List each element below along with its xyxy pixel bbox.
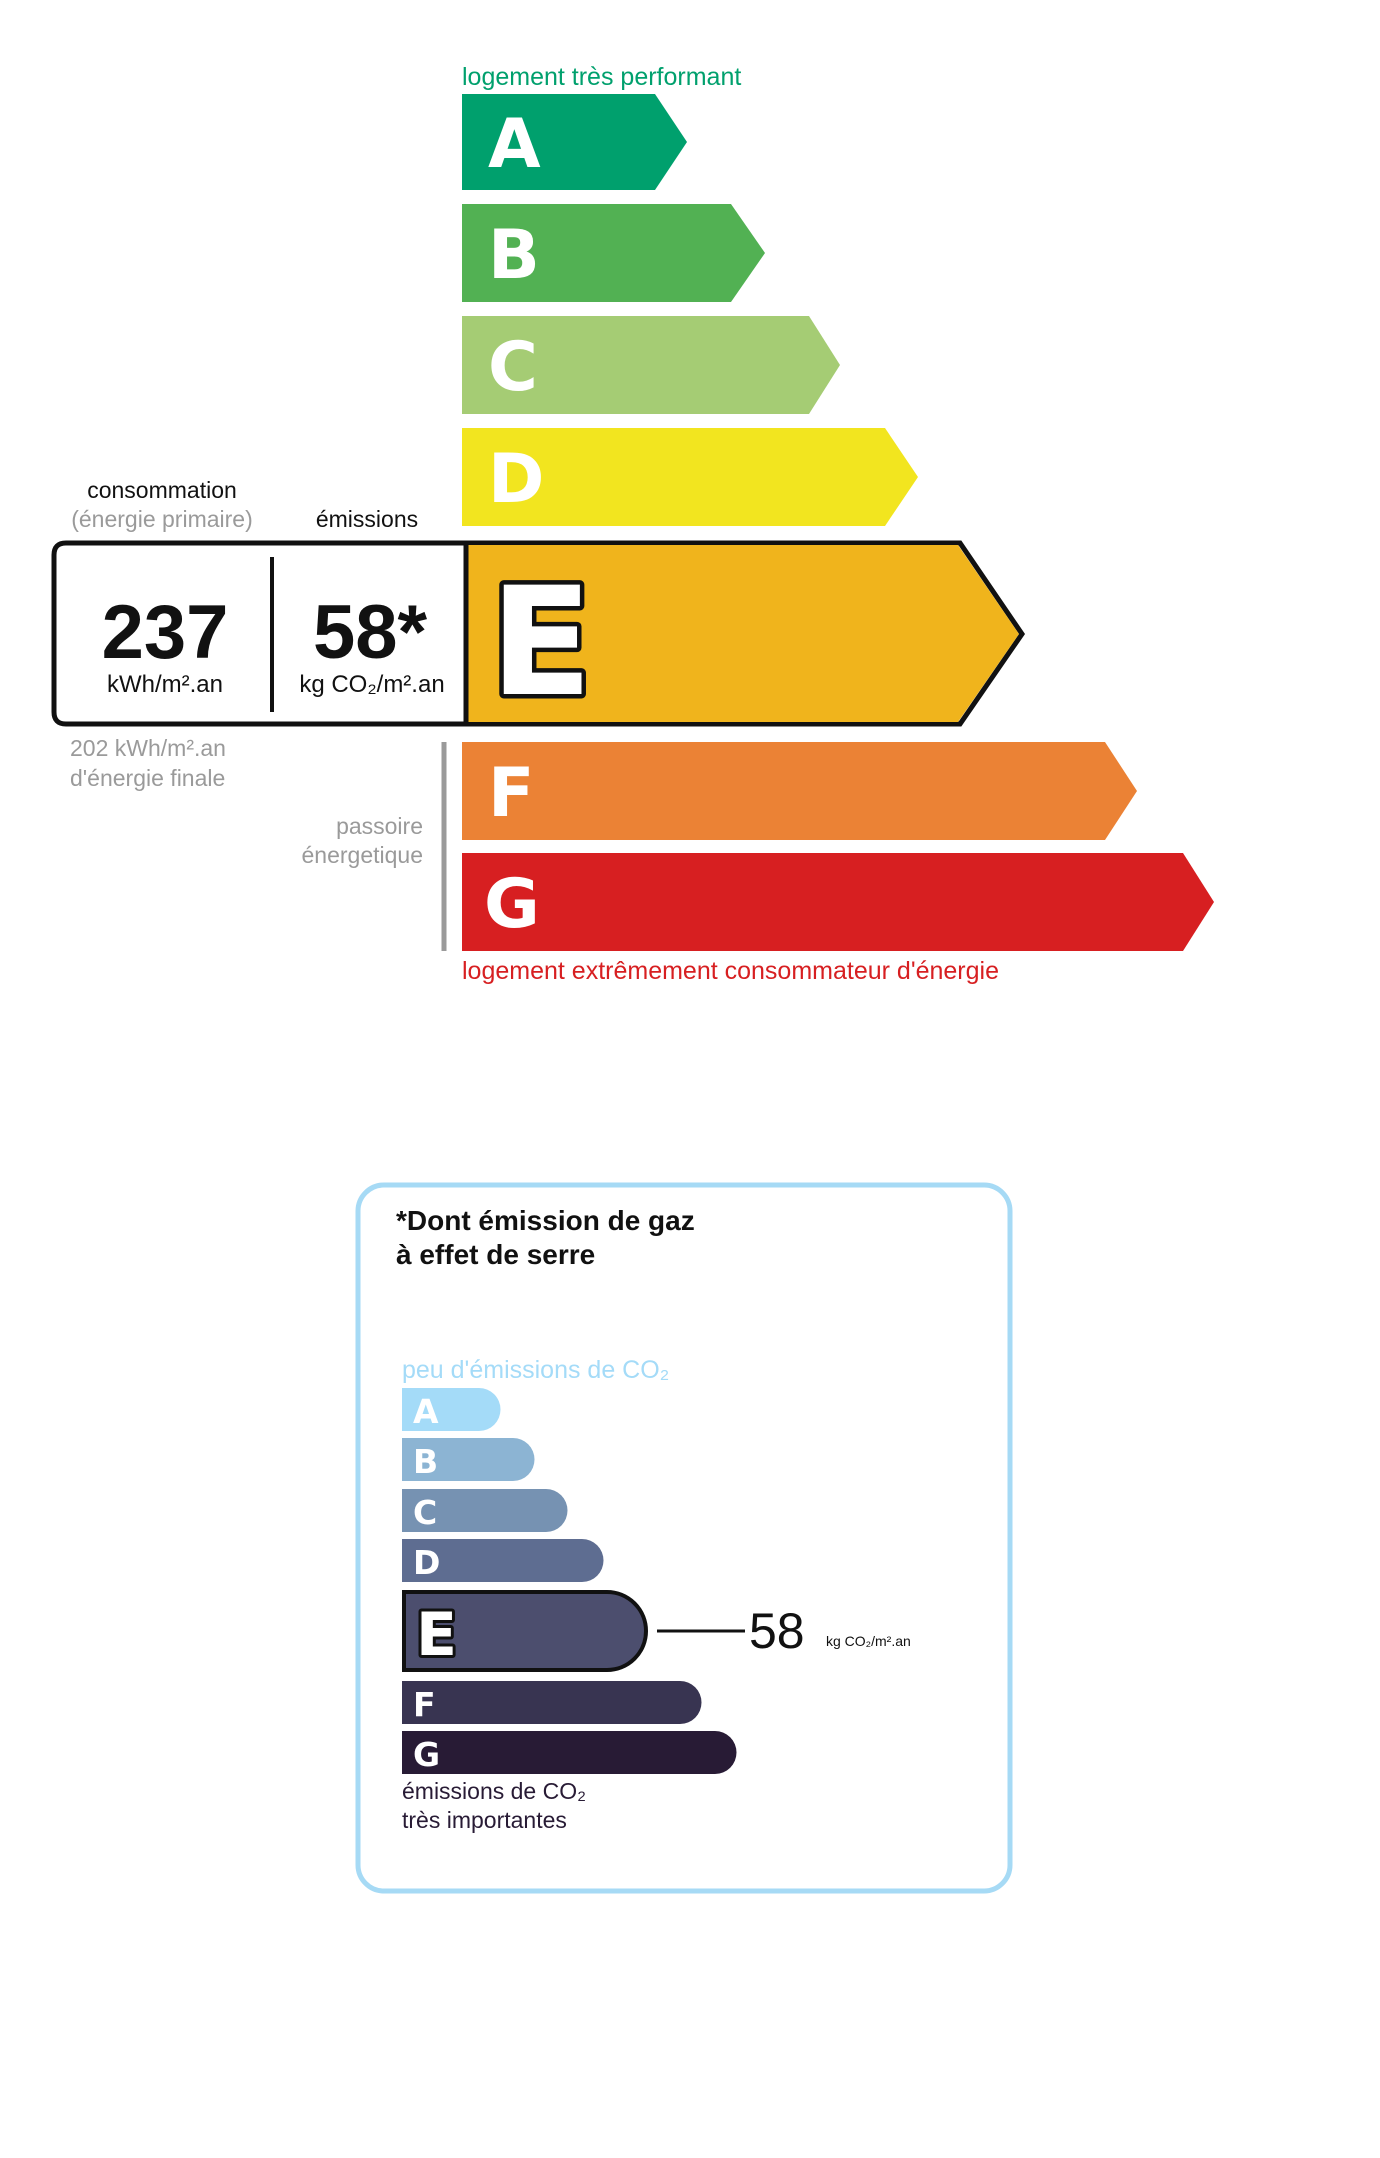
consumption-unit: kWh/m².an: [107, 671, 223, 698]
ghg-letter-c: C: [413, 1493, 437, 1532]
ghg-bar-e: [402, 1590, 648, 1672]
ghg-class-g: G: [402, 1731, 737, 1774]
energy-bar-e: [467, 545, 1019, 722]
energy-letter-f: F: [488, 754, 534, 833]
ghg-class-e-current: E 58 kg CO₂/m².an: [402, 1590, 911, 1673]
ghg-letter-g: G: [413, 1735, 440, 1774]
ghg-bar-a: [402, 1387, 501, 1431]
energy-class-d: D: [462, 428, 918, 526]
energy-class-a: A: [462, 94, 687, 190]
emissions-value: 58*: [313, 590, 428, 675]
energy-class-b: B: [462, 204, 765, 302]
energy-class-g: G: [462, 853, 1214, 951]
energy-letter-e: E: [490, 556, 592, 730]
passoire-line1: passoire: [336, 813, 423, 839]
consumption-subtitle: (énergie primaire): [71, 506, 253, 532]
energy-bar-c: [462, 316, 840, 414]
energy-class-e-current: E 237 kWh/m².an 58* kg CO₂/m².an: [51, 540, 1026, 735]
energy-letter-d: D: [488, 440, 544, 519]
consumption-title: consommation: [87, 477, 237, 503]
final-energy-label: d'énergie finale: [70, 765, 225, 791]
top-caption: logement très performant: [462, 63, 741, 91]
emissions-unit: kg CO₂/m².an: [299, 671, 444, 698]
ghg-bar-f: [402, 1681, 702, 1724]
passoire-line2: énergetique: [302, 842, 424, 868]
emissions-title: émissions: [316, 506, 418, 532]
ghg-class-b: B: [402, 1438, 535, 1481]
ghg-class-f: F: [402, 1681, 702, 1724]
ghg-letter-e: E: [416, 1600, 457, 1670]
energy-bar-f: [462, 742, 1137, 840]
ghg-class-d: D: [402, 1539, 604, 1582]
energy-class-c: C: [462, 316, 840, 414]
consumption-value: 237: [102, 590, 229, 675]
ghg-class-a: A: [402, 1387, 501, 1431]
ghg-bar-c: [402, 1489, 568, 1532]
ghg-bar-g: [402, 1731, 737, 1774]
ghg-letter-a: A: [413, 1392, 439, 1431]
final-energy-value: 202 kWh/m².an: [70, 735, 226, 761]
ghg-value: 58: [749, 1603, 805, 1659]
ghg-title-line1: *Dont émission de gaz: [396, 1205, 695, 1236]
ghg-top-caption: peu d'émissions de CO₂: [402, 1356, 669, 1384]
ghg-bottom-caption-line2: très importantes: [402, 1807, 567, 1833]
energy-bar-b: [462, 204, 765, 302]
ghg-bar-d: [402, 1539, 604, 1582]
energy-letter-c: C: [488, 328, 538, 407]
ghg-title-line2: à effet de serre: [396, 1239, 595, 1270]
ghg-letter-d: D: [413, 1543, 440, 1582]
ghg-unit: kg CO₂/m².an: [826, 1633, 911, 1649]
energy-bar-g: [462, 853, 1214, 951]
energy-letter-a: A: [488, 105, 541, 184]
energy-letter-b: B: [488, 216, 540, 295]
ghg-bottom-caption-line1: émissions de CO₂: [402, 1778, 586, 1804]
ghg-class-c: C: [402, 1489, 568, 1532]
ghg-bar-b: [402, 1438, 535, 1481]
ghg-letter-f: F: [413, 1685, 436, 1724]
energy-bar-d: [462, 428, 918, 526]
energy-bar-a: [462, 94, 687, 190]
energy-letter-g: G: [484, 865, 540, 944]
bottom-caption: logement extrêmement consommateur d'éner…: [462, 957, 999, 985]
ghg-letter-b: B: [413, 1442, 438, 1481]
energy-class-f: F: [462, 742, 1137, 840]
